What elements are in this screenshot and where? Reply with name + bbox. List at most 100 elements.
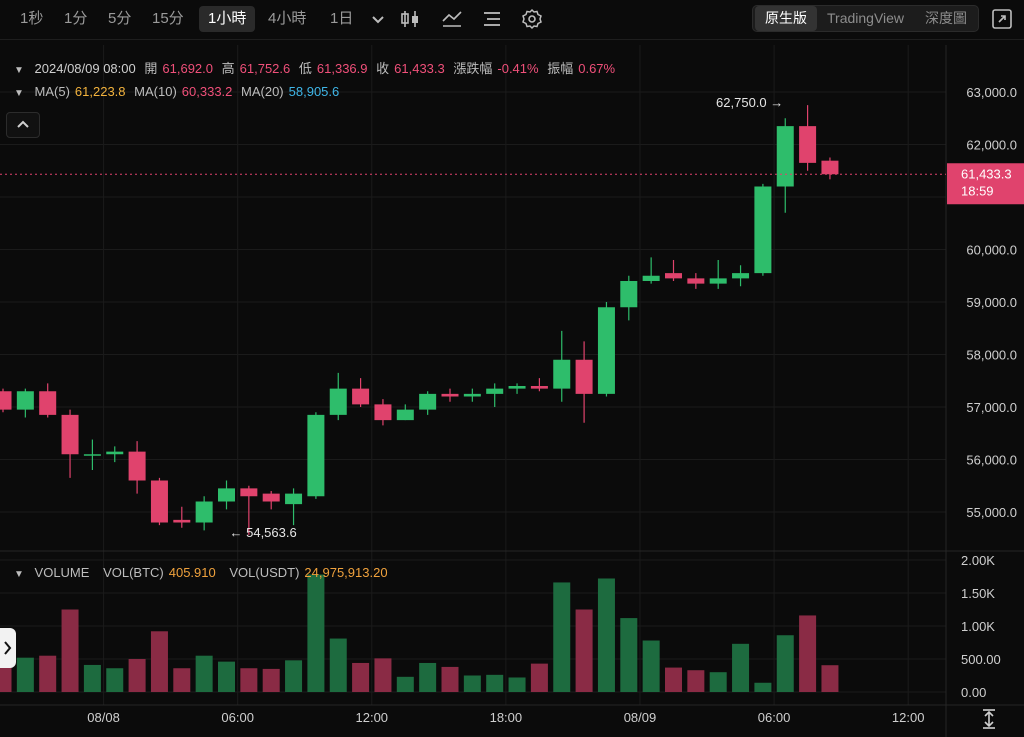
volume-bar — [553, 582, 570, 692]
candle-body — [397, 410, 414, 421]
price-tick-label: 62,000.0 — [966, 138, 1017, 153]
volume-tick-label: 500.00 — [961, 652, 1001, 667]
candle-body — [576, 360, 593, 394]
open-label: 開 — [144, 61, 157, 76]
volume-bar — [464, 676, 481, 693]
volume-bar — [397, 677, 414, 692]
close-label: 收 — [376, 61, 389, 76]
chevron-up-icon — [7, 113, 39, 137]
volume-bar — [620, 618, 637, 692]
volume-bar — [486, 675, 503, 692]
volume-bar — [173, 668, 190, 692]
candle-body — [665, 273, 682, 278]
volume-bar — [196, 656, 213, 692]
close-value: 61,433.3 — [394, 61, 445, 76]
ma10-label: MA(10) — [134, 84, 177, 99]
candle-body — [442, 394, 459, 397]
candle-body — [509, 386, 526, 389]
volume-bar — [62, 610, 79, 693]
ma5-value: 61,223.8 — [75, 84, 126, 99]
amplitude-label: 振幅 — [547, 61, 573, 76]
price-tick-label: 55,000.0 — [966, 505, 1017, 520]
volume-bar — [598, 578, 615, 692]
candle-body — [218, 488, 235, 501]
amplitude-value: 0.67% — [578, 61, 615, 76]
chevron-down-icon[interactable]: ▼ — [14, 569, 24, 580]
collapse-indicators-button[interactable] — [6, 112, 40, 138]
time-tick-label: 18:00 — [490, 710, 523, 725]
open-value: 61,692.0 — [162, 61, 213, 76]
vol-usdt-label: VOL(USDT) — [229, 565, 299, 580]
volume-bar — [84, 665, 101, 692]
volume-bar — [821, 665, 838, 692]
high-label: 高 — [222, 61, 235, 76]
candle-body — [84, 454, 101, 456]
volume-bar — [263, 669, 280, 692]
candle-body — [486, 389, 503, 394]
volume-bar — [643, 641, 660, 692]
volume-bar — [285, 660, 302, 692]
volume-bar — [218, 662, 235, 692]
candle-body — [240, 488, 257, 496]
volume-bar — [710, 672, 727, 692]
vol-usdt-value: 24,975,913.20 — [304, 565, 387, 580]
candle-body — [173, 520, 190, 523]
chevron-down-icon[interactable]: ▼ — [14, 65, 24, 76]
auto-scale-icon — [975, 706, 1003, 732]
volume-bar — [17, 658, 34, 692]
price-tick-label: 58,000.0 — [966, 348, 1017, 363]
volume-bar — [576, 610, 593, 693]
candle-body — [710, 278, 727, 283]
ma-info: ▼ MA(5) 61,223.8 MA(10) 60,333.2 MA(20) 58,… — [14, 84, 344, 99]
candle-body — [129, 452, 146, 481]
volume-tick-label: 2.00K — [961, 553, 995, 568]
candle-body — [285, 494, 302, 505]
volume-tick-label: 1.50K — [961, 586, 995, 601]
volume-bar — [687, 670, 704, 692]
high-value: 61,752.6 — [240, 61, 291, 76]
volume-bar — [665, 668, 682, 692]
volume-bar — [442, 667, 459, 692]
volume-label: VOLUME — [35, 565, 90, 580]
ma5-label: MA(5) — [35, 84, 70, 99]
candle-body — [39, 391, 56, 415]
candle-body — [352, 389, 369, 405]
high-price-marker: 62,750.0 → — [716, 95, 783, 110]
change-label: 漲跌幅 — [453, 61, 492, 76]
candle-body — [643, 276, 660, 281]
candle-body — [464, 394, 481, 397]
volume-bar — [754, 683, 771, 692]
volume-tick-label: 1.00K — [961, 619, 995, 634]
time-tick-label: 06:00 — [221, 710, 254, 725]
time-tick-label: 12:00 — [892, 710, 925, 725]
volume-bar — [509, 677, 526, 692]
candle-body — [620, 281, 637, 307]
candle-body — [553, 360, 570, 389]
candle-body — [307, 415, 324, 496]
time-tick-label: 12:00 — [356, 710, 389, 725]
volume-bar — [307, 575, 324, 692]
side-panel-toggle[interactable] — [0, 628, 16, 668]
volume-bar — [330, 639, 347, 692]
low-value: 61,336.9 — [317, 61, 368, 76]
candle-body — [62, 415, 79, 454]
candle-body — [821, 161, 838, 175]
candle-datetime: 2024/08/09 08:00 — [35, 61, 136, 76]
ma20-label: MA(20) — [241, 84, 284, 99]
volume-bar — [419, 663, 436, 692]
price-tick-label: 57,000.0 — [966, 400, 1017, 415]
time-tick-label: 08/08 — [87, 710, 120, 725]
candle-body — [106, 452, 123, 455]
volume-tick-label: 0.00 — [961, 685, 986, 700]
chevron-right-icon — [0, 628, 16, 668]
candle-body — [0, 391, 12, 409]
chevron-down-icon[interactable]: ▼ — [14, 88, 24, 99]
candle-body — [754, 187, 771, 274]
current-price-label: 61,433.3 — [961, 166, 1012, 181]
ma10-value: 60,333.2 — [182, 84, 233, 99]
volume-info: ▼ VOLUME VOL(BTC) 405.910 VOL(USDT) 24,975… — [14, 565, 393, 580]
low-label: 低 — [299, 61, 312, 76]
candle-body — [419, 394, 436, 410]
auto-scale-button[interactable] — [975, 706, 1003, 732]
